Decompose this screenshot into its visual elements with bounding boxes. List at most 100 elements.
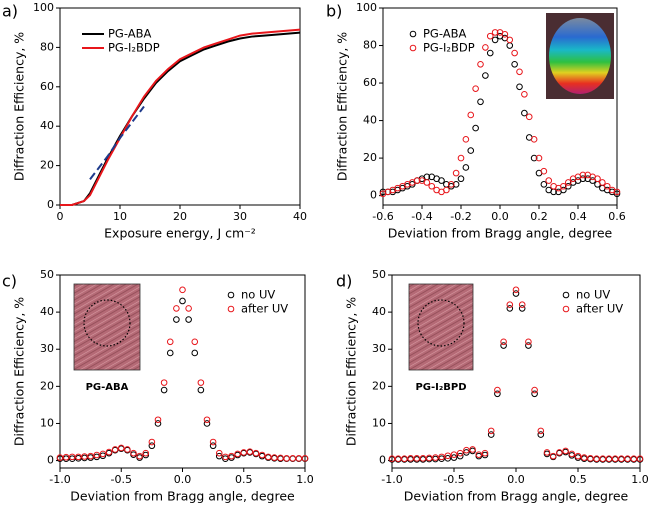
data-point <box>394 455 402 463</box>
data-point <box>506 301 514 308</box>
data-point <box>444 455 452 462</box>
y-tick-label: 50 <box>372 268 386 281</box>
inset-photo-d <box>408 283 474 371</box>
data-point <box>462 136 470 143</box>
x-axis-title: Deviation from Bragg angle, degree <box>404 489 629 504</box>
data-point <box>477 60 484 68</box>
data-point <box>537 427 545 435</box>
y-tick-label: 0 <box>47 198 54 211</box>
data-point <box>407 455 414 462</box>
data-point <box>154 420 162 427</box>
data-point <box>613 188 621 196</box>
legend-label: PG-ABA <box>423 27 466 41</box>
y-tick-label: 40 <box>40 119 54 132</box>
data-point <box>494 390 501 398</box>
data-point <box>506 36 514 44</box>
data-point <box>568 450 576 458</box>
data-point <box>81 453 88 460</box>
data-point <box>463 449 470 456</box>
data-point <box>419 455 427 462</box>
data-point <box>99 450 107 458</box>
data-point <box>111 446 119 453</box>
data-point <box>142 449 150 457</box>
data-point <box>516 83 523 91</box>
data-point <box>258 451 266 459</box>
x-tick-label: 0.0 <box>507 473 525 486</box>
data-point <box>579 171 587 179</box>
y-tick-label: 30 <box>372 342 386 355</box>
data-point <box>93 451 101 459</box>
data-point <box>191 338 199 346</box>
x-tick-label: 1.0 <box>296 473 314 486</box>
y-tick-label: 30 <box>40 342 54 355</box>
data-point <box>209 442 217 450</box>
x-axis-title: Deviation from Bragg angle, degree <box>70 489 295 504</box>
data-point <box>518 305 526 312</box>
data-point <box>481 449 489 457</box>
data-point <box>630 455 638 463</box>
data-point <box>512 290 520 297</box>
data-point <box>68 455 76 463</box>
y-tick-label: 40 <box>372 305 386 318</box>
legend-label: no UV <box>241 288 275 302</box>
data-point <box>500 342 507 349</box>
data-point <box>117 444 125 452</box>
data-point <box>423 179 431 186</box>
data-point <box>525 113 533 121</box>
data-point <box>234 450 241 458</box>
inset-photo-c <box>73 283 141 371</box>
y-tick-label: 0 <box>47 454 54 467</box>
data-point <box>62 453 70 461</box>
data-point <box>605 455 613 463</box>
data-point <box>438 455 445 463</box>
data-point <box>486 32 494 40</box>
data-point <box>166 338 174 346</box>
legend-label: after UV <box>241 302 288 316</box>
legend-label: PG-ABA <box>108 27 151 41</box>
data-point <box>613 190 621 198</box>
data-point <box>203 420 211 427</box>
x-tick-label: 40 <box>293 210 307 223</box>
data-point <box>611 455 619 463</box>
data-point <box>252 449 260 457</box>
data-point <box>222 453 229 461</box>
data-point <box>215 449 223 457</box>
y-tick-label: 50 <box>40 268 54 281</box>
legend-marker <box>409 30 417 38</box>
data-point <box>564 182 572 190</box>
data-point <box>271 454 278 461</box>
data-point <box>481 451 489 459</box>
data-point <box>531 390 538 398</box>
legend-label: no UV <box>576 288 610 302</box>
x-tick-label: -0.5 <box>443 473 464 486</box>
panel-label: d) <box>336 272 352 291</box>
series-line <box>60 28 301 206</box>
y-tick-label: 20 <box>40 379 54 392</box>
x-tick-label: 0.0 <box>174 473 192 486</box>
x-tick-label: -0.6 <box>372 210 393 223</box>
data-point <box>148 442 156 450</box>
x-tick-label: -0.5 <box>111 473 132 486</box>
data-point <box>408 181 416 188</box>
data-point <box>379 188 387 196</box>
data-point <box>469 446 476 453</box>
y-tick-label: 80 <box>40 40 54 53</box>
data-point <box>467 147 475 154</box>
data-point <box>530 136 538 143</box>
data-point <box>185 305 192 312</box>
data-point <box>463 446 470 454</box>
data-point <box>160 386 168 394</box>
data-point <box>636 455 644 463</box>
data-point <box>425 454 433 462</box>
data-point <box>136 452 143 460</box>
y-tick-label: 100 <box>356 1 377 14</box>
legend-marker <box>227 291 235 299</box>
data-point <box>295 455 303 462</box>
y-tick-label: 20 <box>372 379 386 392</box>
data-point <box>166 349 174 357</box>
data-point <box>457 154 465 162</box>
data-point <box>444 452 452 460</box>
x-tick-label: -1.0 <box>381 473 402 486</box>
data-point <box>456 452 464 460</box>
